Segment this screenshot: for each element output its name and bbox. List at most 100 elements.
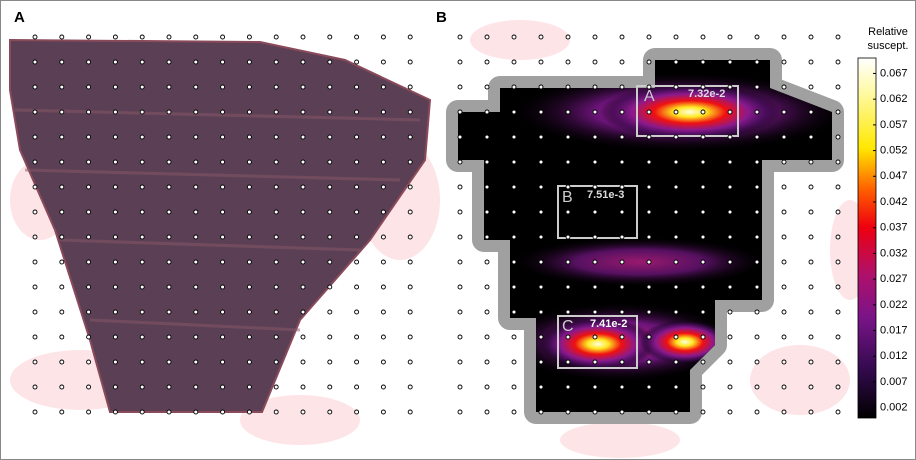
grid-dot <box>274 35 278 39</box>
grid-dot <box>113 210 117 214</box>
grid-dot <box>782 210 786 214</box>
grid-dot <box>167 360 171 364</box>
grid-dot <box>60 310 64 314</box>
grid-dot <box>674 35 678 39</box>
grid-dot <box>355 35 359 39</box>
grid-dot <box>381 160 385 164</box>
grid-dot <box>593 310 597 314</box>
grid-dot <box>458 60 462 64</box>
grid-dot <box>274 135 278 139</box>
grid-dot <box>247 60 251 64</box>
grid-dot <box>728 310 732 314</box>
grid-dot <box>782 235 786 239</box>
grid-dot <box>809 310 813 314</box>
grid-dot <box>809 60 813 64</box>
colorbar <box>858 58 876 418</box>
grid-dot <box>87 360 91 364</box>
grid-dot <box>328 235 332 239</box>
grid-dot <box>408 85 412 89</box>
grid-dot <box>755 85 759 89</box>
grid-dot <box>674 310 678 314</box>
grid-dot <box>701 410 705 414</box>
grid-dot <box>33 160 37 164</box>
colorbar-tick-label: 0.037 <box>880 222 908 234</box>
grid-dot <box>458 235 462 239</box>
grid-dot <box>408 360 412 364</box>
region-value: 7.51e-3 <box>587 189 624 201</box>
grid-dot <box>593 210 597 214</box>
grid-dot <box>113 185 117 189</box>
panel-label: A <box>14 9 25 26</box>
grid-dot <box>512 310 516 314</box>
grid-dot <box>60 85 64 89</box>
grid-dot <box>408 285 412 289</box>
grid-dot <box>566 310 570 314</box>
grid-dot <box>755 135 759 139</box>
grid-dot <box>566 260 570 264</box>
grid-dot <box>809 335 813 339</box>
grid-dot <box>620 360 624 364</box>
grid-dot <box>566 335 570 339</box>
grid-dot <box>274 285 278 289</box>
grid-dot <box>566 160 570 164</box>
grid-dot <box>408 160 412 164</box>
grid-dot <box>809 85 813 89</box>
grid-dot <box>194 285 198 289</box>
grid-dot <box>221 260 225 264</box>
grid-dot <box>512 35 516 39</box>
grid-dot <box>755 385 759 389</box>
grid-dot <box>539 285 543 289</box>
grid-dot <box>782 335 786 339</box>
grid-dot <box>809 285 813 289</box>
grid-dot <box>539 85 543 89</box>
grid-dot <box>381 135 385 139</box>
grid-dot <box>647 160 651 164</box>
grid-dot <box>836 210 840 214</box>
grid-dot <box>301 385 305 389</box>
grid-dot <box>381 110 385 114</box>
grid-dot <box>593 160 597 164</box>
grid-dot <box>593 385 597 389</box>
grid-dot <box>809 160 813 164</box>
grid-dot <box>647 285 651 289</box>
grid-dot <box>140 235 144 239</box>
grid-dot <box>701 210 705 214</box>
grid-dot <box>328 60 332 64</box>
grid-dot <box>355 185 359 189</box>
grid-dot <box>355 385 359 389</box>
grid-dot <box>221 185 225 189</box>
grid-dot <box>620 135 624 139</box>
grid-dot <box>539 385 543 389</box>
grid-dot <box>782 60 786 64</box>
grid-dot <box>701 310 705 314</box>
grid-dot <box>194 410 198 414</box>
grid-dot <box>221 35 225 39</box>
grid-dot <box>755 160 759 164</box>
grid-dot <box>674 210 678 214</box>
grid-dot <box>355 285 359 289</box>
grid-dot <box>485 110 489 114</box>
grid-dot <box>458 85 462 89</box>
grid-dot <box>301 260 305 264</box>
grid-dot <box>328 385 332 389</box>
grid-dot <box>194 235 198 239</box>
grid-dot <box>728 335 732 339</box>
grid-dot <box>33 260 37 264</box>
grid-dot <box>87 210 91 214</box>
grid-dot <box>328 410 332 414</box>
grid-dot <box>485 285 489 289</box>
grid-dot <box>408 60 412 64</box>
grid-dot <box>167 110 171 114</box>
grid-dot <box>485 210 489 214</box>
grid-dot <box>194 135 198 139</box>
grid-dot <box>539 35 543 39</box>
grid-dot <box>221 210 225 214</box>
grid-dot <box>113 135 117 139</box>
grid-dot <box>355 210 359 214</box>
grid-dot <box>512 385 516 389</box>
grid-dot <box>167 310 171 314</box>
grid-dot <box>485 260 489 264</box>
grid-dot <box>274 185 278 189</box>
grid-dot <box>408 335 412 339</box>
grid-dot <box>674 335 678 339</box>
